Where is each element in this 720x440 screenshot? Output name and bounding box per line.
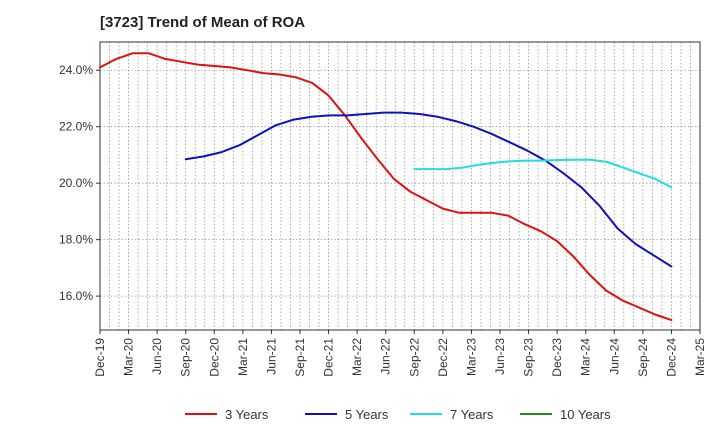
- x-tick-label: Sep-21: [293, 338, 307, 377]
- series-line-3-years: [99, 52, 673, 322]
- x-tick-label: Sep-22: [407, 338, 421, 377]
- plot-area: [99, 41, 701, 331]
- x-tick-label: Mar-24: [579, 338, 593, 376]
- legend-label: 7 Years: [450, 407, 494, 422]
- x-tick-label: Dec-24: [664, 338, 678, 377]
- series-line-7-years: [413, 158, 673, 189]
- x-tick-label: Sep-20: [179, 338, 193, 377]
- x-tick-label: Dec-22: [436, 338, 450, 377]
- y-tick-label: 24.0%: [59, 63, 93, 77]
- x-tick-label: Mar-22: [350, 338, 364, 376]
- legend-label: 5 Years: [345, 407, 389, 422]
- y-tick-label: 16.0%: [59, 289, 93, 303]
- x-tick-label: Dec-21: [322, 338, 336, 377]
- x-tick-label: Jun-20: [150, 338, 164, 375]
- x-tick-label: Jun-23: [493, 338, 507, 375]
- legend-label: 3 Years: [225, 407, 269, 422]
- legend-label: 10 Years: [560, 407, 611, 422]
- x-tick-label: Sep-23: [522, 338, 536, 377]
- x-tick-label: Mar-25: [693, 338, 707, 376]
- x-tick-label: Dec-20: [207, 338, 221, 377]
- x-tick-label: Jun-24: [607, 338, 621, 375]
- y-tick-label: 20.0%: [59, 176, 93, 190]
- x-tick-label: Jun-21: [264, 338, 278, 375]
- y-tick-label: 22.0%: [59, 120, 93, 134]
- chart-title: [3723] Trend of Mean of ROA: [100, 14, 306, 31]
- x-tick-label: Jun-22: [379, 338, 393, 375]
- x-tick-label: Mar-23: [464, 338, 478, 376]
- x-tick-label: Mar-20: [122, 338, 136, 376]
- x-tick-label: Dec-23: [550, 338, 564, 377]
- x-tick-label: Dec-19: [93, 338, 107, 377]
- x-tick-label: Mar-21: [236, 338, 250, 376]
- y-tick-label: 18.0%: [59, 233, 93, 247]
- x-tick-label: Sep-24: [636, 338, 650, 377]
- series-line-5-years: [184, 111, 673, 268]
